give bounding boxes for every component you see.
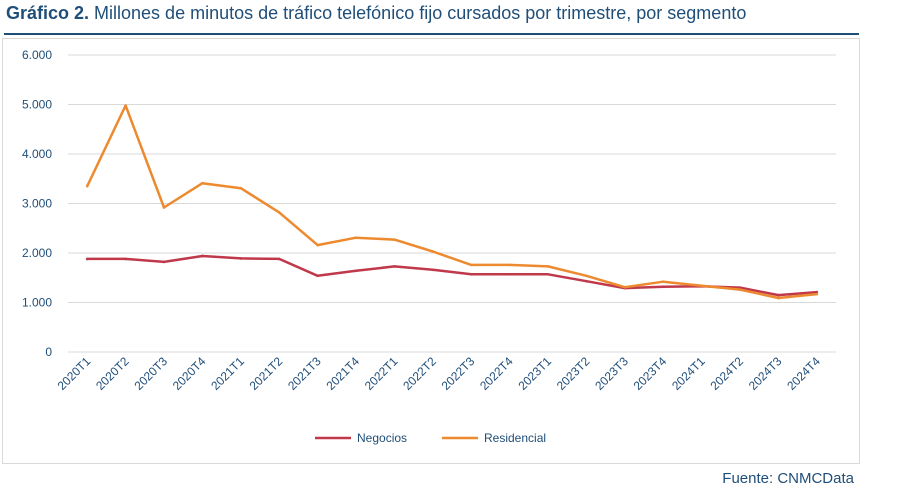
chart-title-text: Millones de minutos de tráfico telefónic…: [89, 3, 747, 23]
data-point-negocios: [815, 290, 819, 294]
data-point-residencial: [431, 250, 435, 253]
data-point-residencial: [585, 274, 588, 278]
legend: Negocios Residencial: [315, 431, 546, 445]
data-point-residencial: [162, 206, 166, 209]
data-point-negocios: [661, 285, 665, 288]
data-point-residencial: [201, 181, 204, 185]
x-tick-label: 2022T4: [477, 354, 516, 393]
data-point-residencial: [316, 243, 319, 247]
y-tick-label: 3.000: [22, 197, 52, 211]
series-lines: [85, 104, 819, 300]
x-tick-label: 2020T1: [55, 354, 94, 393]
y-tick-label: 0: [45, 345, 52, 359]
legend-label: Negocios: [357, 431, 407, 445]
y-tick-label: 5.000: [22, 98, 52, 112]
data-point-residencial: [508, 263, 511, 267]
x-tick-label: 2020T4: [170, 354, 209, 393]
chart-title: Gráfico 2. Millones de minutos de tráfic…: [6, 3, 746, 24]
y-tick-label: 4.000: [22, 147, 52, 161]
data-point-residencial: [546, 265, 550, 268]
data-point-residencial: [393, 238, 396, 241]
data-point-residencial: [623, 285, 627, 289]
data-point-negocios: [508, 272, 511, 276]
series-line-residencial: [86, 104, 817, 300]
x-tick-label: 2024T1: [669, 354, 708, 393]
y-tick-label: 6.000: [22, 48, 52, 62]
x-tick-label: 2021T1: [208, 354, 247, 393]
data-point-residencial: [661, 280, 665, 284]
x-tick-label: 2022T1: [362, 354, 401, 393]
data-point-negocios: [124, 257, 127, 261]
x-tick-label: 2024T2: [707, 354, 746, 393]
data-point-residencial: [354, 236, 358, 239]
chart-frame: [2, 38, 860, 464]
x-tick-label: 2022T2: [400, 354, 439, 393]
x-tick-label: 2024T4: [784, 354, 823, 393]
data-point-negocios: [354, 269, 358, 273]
x-axis-ticks: 2020T1 2020T2 2020T3 2020T4 2021T1 2021T2 2021…: [55, 354, 824, 393]
x-tick-label: 2023T1: [515, 354, 554, 393]
x-tick-label: 2020T3: [131, 354, 170, 393]
x-tick-label: 2023T2: [554, 354, 593, 393]
y-axis-ticks: 0 1.000 2.000 3.000 4.000 5.000 6.000: [22, 48, 52, 359]
legend-label: Residencial: [484, 431, 546, 445]
series-line-negocios: [87, 254, 817, 297]
data-point-negocios: [201, 254, 204, 258]
data-point-negocios: [469, 272, 473, 276]
y-tick-label: 2.000: [22, 246, 52, 260]
data-point-negocios: [431, 268, 435, 272]
data-point-residencial: [777, 296, 780, 300]
y-tick-label: 1.000: [22, 296, 52, 310]
data-point-residencial: [277, 211, 281, 214]
data-point-negocios: [277, 257, 281, 261]
data-point-negocios: [162, 260, 166, 264]
chart-title-lead: Gráfico 2.: [6, 3, 90, 23]
data-point-residencial: [700, 284, 703, 287]
x-tick-label: 2024T3: [746, 354, 785, 393]
x-tick-label: 2022T3: [439, 354, 478, 393]
gridlines: [68, 54, 836, 353]
title-rule: [4, 33, 859, 35]
x-tick-label: 2021T4: [323, 354, 362, 393]
data-point-negocios: [393, 265, 396, 268]
data-point-residencial: [124, 104, 127, 107]
data-point-residencial: [239, 186, 243, 190]
data-point-negocios: [316, 274, 319, 278]
x-tick-label: 2020T2: [93, 354, 132, 393]
x-tick-label: 2021T3: [285, 354, 324, 393]
data-point-residencial: [738, 288, 742, 291]
data-point-residencial: [85, 184, 89, 188]
data-point-residencial: [815, 292, 819, 296]
data-point-negocios: [239, 257, 243, 260]
data-point-negocios: [546, 272, 550, 276]
x-tick-label: 2023T4: [631, 354, 670, 393]
data-point-negocios: [777, 293, 780, 297]
x-tick-label: 2021T2: [247, 354, 286, 393]
data-point-residencial: [469, 263, 473, 267]
data-point-negocios: [585, 279, 588, 283]
source-note: Fuente: CNMCData: [722, 470, 854, 487]
x-tick-label: 2023T3: [592, 354, 631, 393]
data-point-negocios: [85, 257, 89, 261]
